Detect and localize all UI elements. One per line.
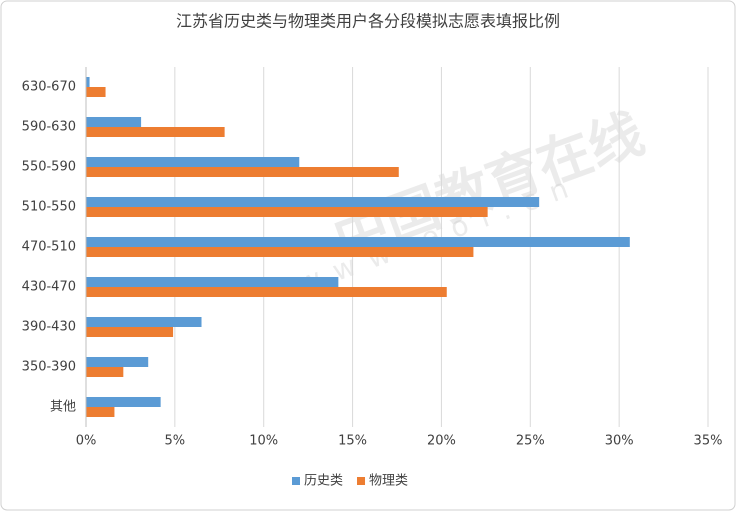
bar [86,167,399,177]
y-tick-label: 550-590 [22,160,76,175]
bar [86,317,202,327]
bar [86,77,90,87]
legend-label: 历史类 [304,474,343,489]
x-tick-label: 0% [76,434,97,449]
x-tick-label: 20% [427,434,456,449]
bar [86,237,630,247]
x-tick-label: 10% [249,434,278,449]
bar [86,287,447,297]
bar [86,277,339,287]
y-tick-label: 430-470 [22,280,76,295]
bar [86,327,174,337]
bar [86,127,225,137]
bar [86,207,488,217]
bar [86,247,474,257]
y-tick-label: 350-390 [22,360,76,375]
legend-swatch [357,477,366,485]
bar [86,397,161,407]
bar [86,357,149,367]
bar [86,87,106,97]
x-tick-label: 5% [165,434,186,449]
bar [86,157,300,167]
legend-label: 物理类 [369,474,408,489]
bar [86,197,540,207]
x-tick-label: 15% [338,434,367,449]
y-tick-label: 470-510 [22,240,76,255]
bar [86,407,115,417]
legend-swatch [292,477,300,485]
x-tick-label: 30% [605,434,634,449]
y-tick-label: 590-630 [22,120,76,135]
y-tick-label: 630-670 [22,80,76,95]
chart-title: 江苏省历史类与物理类用户各分段模拟志愿表填报比例 [176,12,560,31]
y-tick-label: 510-550 [22,200,76,215]
x-tick-label: 25% [516,434,545,449]
y-tick-label: 390-430 [22,320,76,335]
x-tick-label: 35% [694,434,723,449]
bar [86,117,142,127]
bar [86,367,124,377]
y-tick-label: 其他 [50,400,76,415]
